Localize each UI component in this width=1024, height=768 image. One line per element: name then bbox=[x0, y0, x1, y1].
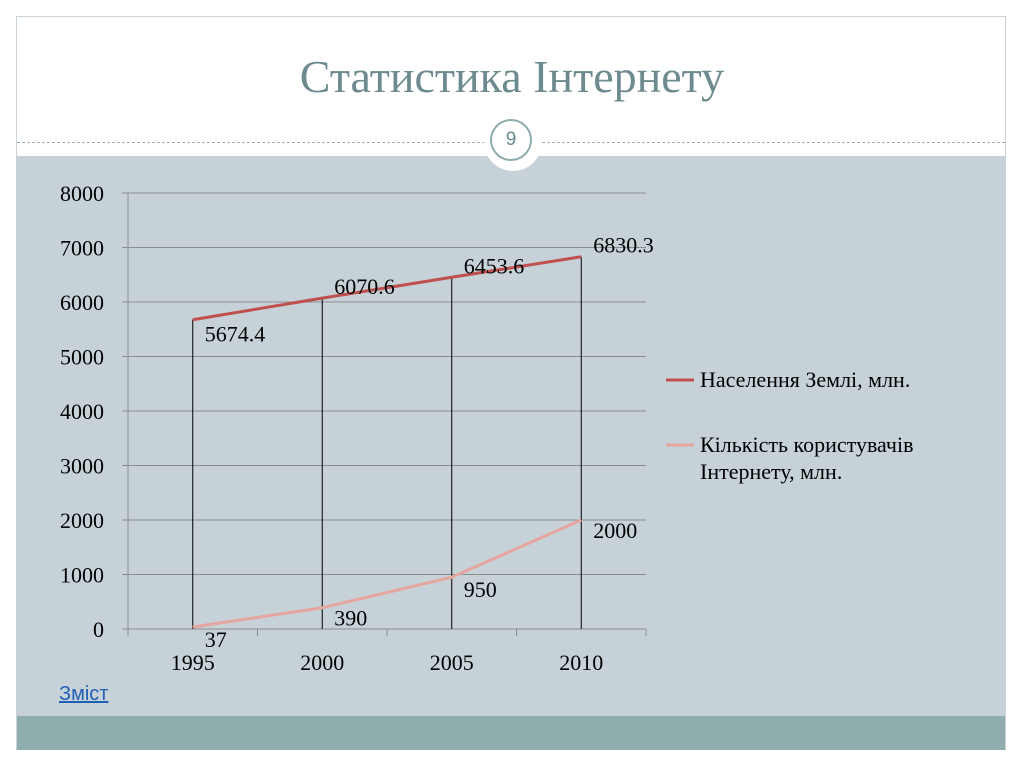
y-tick-label: 1000 bbox=[60, 563, 104, 588]
y-tick-label: 3000 bbox=[60, 454, 104, 479]
data-label: 6070.6 bbox=[334, 274, 395, 299]
y-tick-label: 8000 bbox=[60, 181, 104, 206]
legend-label: Кількість користувачів Інтернету, млн. bbox=[700, 432, 914, 484]
contents-link[interactable]: Зміст bbox=[59, 683, 109, 705]
series-line-2 bbox=[192, 518, 582, 629]
content-area bbox=[17, 156, 1005, 716]
y-tick-label: 6000 bbox=[60, 290, 104, 315]
x-tick-label: 2000 bbox=[300, 650, 344, 675]
data-label: 5674.4 bbox=[205, 322, 266, 347]
footer-band bbox=[17, 716, 1005, 750]
data-label: 950 bbox=[464, 577, 497, 602]
data-label: 6830.3 bbox=[593, 233, 654, 258]
data-label: 2000 bbox=[593, 518, 637, 543]
x-tick-label: 2010 bbox=[559, 650, 603, 675]
y-tick-label: 0 bbox=[93, 617, 104, 642]
data-label: 6453.6 bbox=[464, 253, 525, 278]
y-tick-label: 5000 bbox=[60, 345, 104, 370]
series-line-1 bbox=[192, 255, 582, 322]
page-number: 9 bbox=[490, 119, 532, 161]
y-tick-label: 2000 bbox=[60, 508, 104, 533]
x-tick-label: 1995 bbox=[171, 650, 215, 675]
data-label: 390 bbox=[334, 606, 367, 631]
x-tick-label: 2005 bbox=[430, 650, 474, 675]
data-label: 37 bbox=[205, 627, 227, 652]
y-tick-label: 4000 bbox=[60, 399, 104, 424]
y-tick-label: 7000 bbox=[60, 236, 104, 261]
slide-title: Статистика Інтернету bbox=[299, 51, 725, 102]
legend-label: Населення Землі, млн. bbox=[700, 367, 910, 392]
